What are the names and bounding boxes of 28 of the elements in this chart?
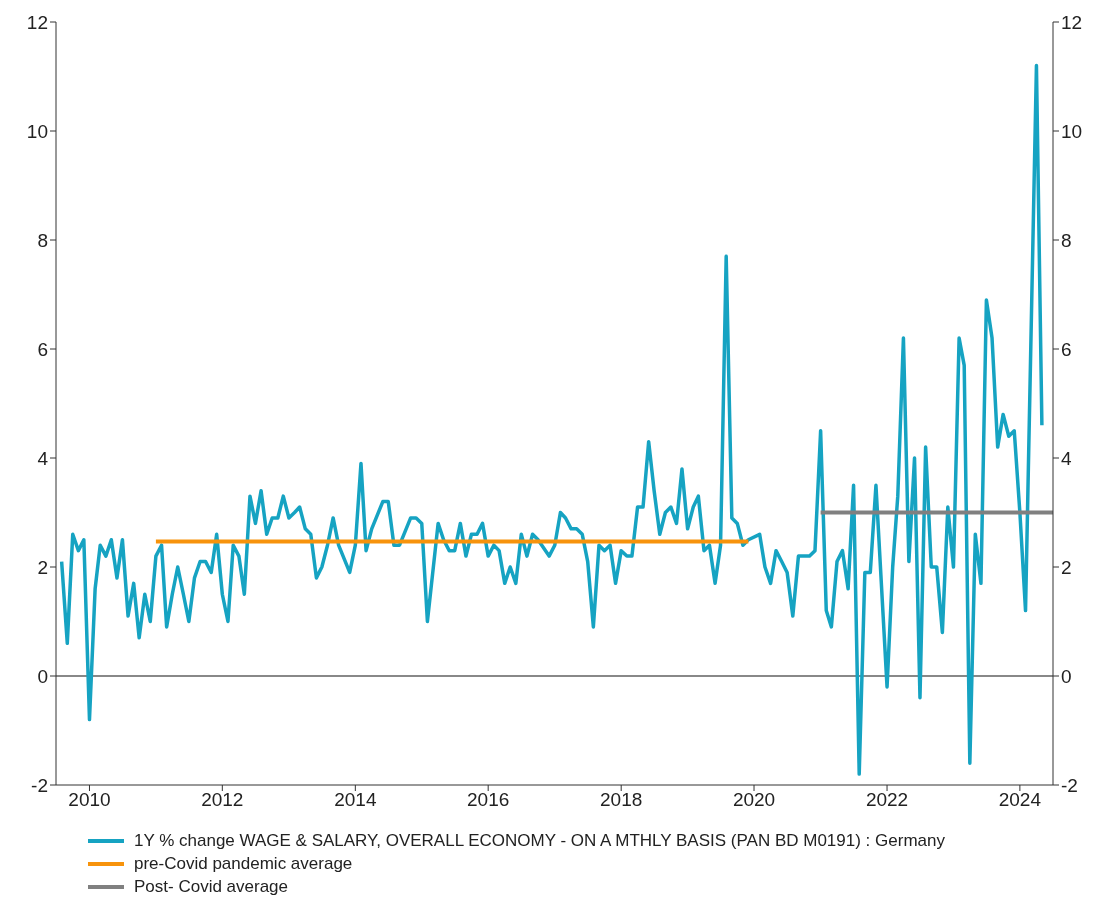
y2-tick-label: 8 [1061,229,1072,251]
x-tick-label: 2014 [334,789,377,811]
y2-tick-label: -2 [1061,774,1078,796]
x-tick-label: 2024 [998,789,1042,811]
y-tick-label: -2 [31,774,48,796]
y-tick-label: 12 [26,11,48,33]
y2-tick-label: 4 [1061,447,1072,469]
line-series [59,63,1044,776]
y2-tick-label: 0 [1061,665,1072,687]
x-tick-label: 2018 [600,789,643,811]
y-tick-label: 2 [37,556,48,578]
legend-label: Post- Covid average [134,876,289,898]
x-tick-label: 2022 [865,789,909,811]
y-tick-label: 0 [37,665,48,687]
x-tick-label: 2020 [732,789,776,811]
y-tick-label: 6 [37,338,48,360]
y-tick-label: 4 [37,447,49,469]
x-tick-label: 2016 [467,789,510,811]
x-tick-label: 2010 [68,789,111,811]
y-tick-label: 8 [37,229,48,251]
x-tick-label: 2012 [201,789,244,811]
y2-tick-label: 12 [1061,11,1083,33]
y2-tick-label: 6 [1061,338,1072,360]
y2-tick-label: 2 [1061,556,1072,578]
legend-label: 1Y % change WAGE & SALARY, OVERALL ECONOMY - ON A MTHLY BASIS (PAN BD M0191) : Germany [134,830,945,852]
y2-tick-label: 10 [1061,120,1083,142]
legend-label: pre-Covid pandemic average [134,853,353,875]
y-tick-label: 10 [26,120,48,142]
